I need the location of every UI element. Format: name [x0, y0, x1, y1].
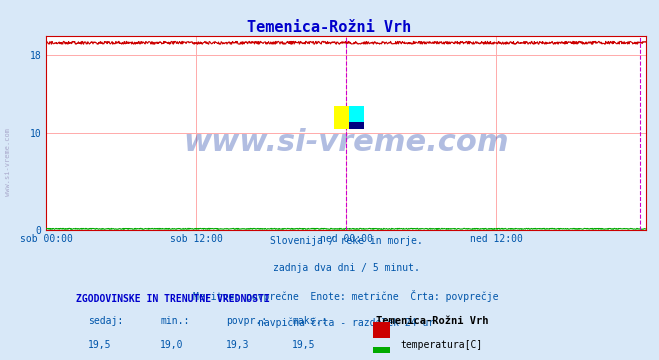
FancyBboxPatch shape	[373, 347, 389, 360]
Text: 19,5: 19,5	[88, 341, 111, 351]
Text: navpična črta - razdelek 24 ur: navpična črta - razdelek 24 ur	[258, 317, 434, 328]
Text: min.:: min.:	[160, 316, 189, 326]
Text: sedaj:: sedaj:	[88, 316, 123, 326]
FancyBboxPatch shape	[373, 322, 389, 338]
Text: 19,3: 19,3	[226, 341, 250, 351]
Text: temperatura[C]: temperatura[C]	[400, 341, 482, 351]
Text: Meritve: povprečne  Enote: metrične  Črta: povprečje: Meritve: povprečne Enote: metrične Črta:…	[193, 290, 499, 302]
Text: maks.:: maks.:	[292, 316, 328, 326]
Text: povpr.:: povpr.:	[226, 316, 267, 326]
Text: ZGODOVINSKE IN TRENUTNE VREDNOSTI: ZGODOVINSKE IN TRENUTNE VREDNOSTI	[76, 294, 270, 304]
Text: www.si-vreme.com: www.si-vreme.com	[183, 128, 509, 157]
Text: Slovenija / reke in morje.: Slovenija / reke in morje.	[270, 236, 422, 246]
FancyBboxPatch shape	[349, 106, 364, 122]
Text: 19,5: 19,5	[292, 341, 316, 351]
FancyBboxPatch shape	[349, 122, 364, 129]
Text: www.si-vreme.com: www.si-vreme.com	[5, 128, 11, 196]
Text: Temenica-Rožni Vrh: Temenica-Rožni Vrh	[376, 316, 488, 326]
Text: zadnja dva dni / 5 minut.: zadnja dva dni / 5 minut.	[273, 263, 419, 273]
FancyBboxPatch shape	[334, 106, 349, 129]
Text: Temenica-Rožni Vrh: Temenica-Rožni Vrh	[247, 20, 412, 35]
Text: 19,0: 19,0	[160, 341, 184, 351]
